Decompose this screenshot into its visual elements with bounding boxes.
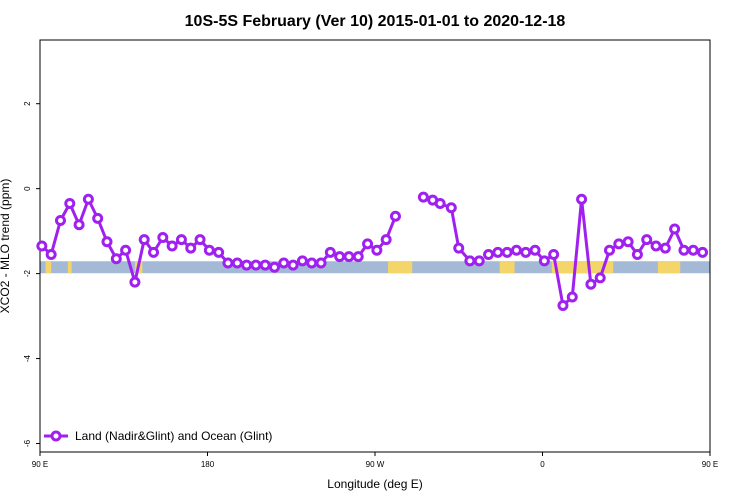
y-tick-label: -4: [23, 354, 32, 362]
data-point: [185, 242, 197, 254]
data-point: [352, 251, 364, 263]
x-axis: 90 E 180 90 W 0 90 E: [32, 452, 718, 469]
data-point: [194, 234, 206, 246]
land-band: [551, 261, 614, 274]
x-tick-label: 180: [201, 460, 215, 469]
data-point: [389, 210, 401, 222]
data-point: [73, 219, 85, 231]
data-point: [92, 212, 104, 224]
data-point: [483, 248, 495, 260]
y-tick-label: -6: [23, 439, 32, 447]
data-point: [138, 234, 150, 246]
data-point: [343, 251, 355, 263]
data-point: [576, 193, 588, 205]
data-point: [548, 248, 560, 260]
data-point: [371, 244, 383, 256]
data-point: [641, 234, 653, 246]
data-point: [203, 244, 215, 256]
data-point: [120, 244, 132, 256]
data-point: [250, 259, 262, 271]
data-point: [473, 255, 485, 267]
data-point: [566, 291, 578, 303]
data-point: [380, 234, 392, 246]
data-point: [287, 259, 299, 271]
x-tick-label: 90 E: [702, 460, 718, 469]
data-point: [110, 253, 122, 265]
data-point: [417, 191, 429, 203]
data-point: [492, 246, 504, 258]
data-point: [269, 261, 280, 273]
data-point: [538, 255, 550, 267]
data-point: [585, 278, 597, 290]
x-tick-label: 90 E: [32, 460, 48, 469]
legend-marker-swatch: [50, 430, 62, 442]
data-point: [334, 251, 346, 263]
data-point: [306, 257, 318, 269]
data-point: [453, 242, 465, 254]
data-point: [213, 246, 225, 258]
land-band: [45, 261, 52, 274]
data-point: [296, 255, 308, 267]
data-point: [362, 238, 374, 250]
data-point: [82, 193, 94, 205]
data-point: [166, 240, 178, 252]
data-point: [669, 223, 681, 235]
data-point: [324, 246, 336, 258]
data-point: [520, 246, 532, 258]
data-point: [613, 238, 625, 250]
land-band: [67, 261, 72, 274]
data-point: [445, 202, 457, 214]
data-point: [259, 259, 271, 271]
data-point: [231, 257, 243, 269]
data-point: [678, 244, 690, 256]
data-point: [510, 244, 522, 256]
data-point: [434, 198, 446, 210]
data-point: [659, 242, 671, 254]
data-point: [650, 240, 662, 252]
data-point: [687, 244, 699, 256]
land-band: [499, 261, 515, 274]
legend: Land (Nadir&Glint) and Ocean (Glint): [44, 429, 272, 443]
data-point: [222, 257, 234, 269]
legend-label: Land (Nadir&Glint) and Ocean (Glint): [75, 429, 272, 443]
data-point: [631, 248, 643, 260]
data-point: [241, 259, 253, 271]
y-tick-label: 0: [23, 186, 32, 191]
data-point: [464, 255, 476, 267]
data-point: [157, 232, 169, 244]
data-point: [529, 244, 541, 256]
data-point: [36, 240, 48, 252]
x-axis-label: Longitude (deg E): [327, 477, 422, 491]
y-axis: 2 0 -2 -4 -6: [23, 101, 40, 447]
data-point: [129, 276, 141, 288]
data-point: [278, 257, 290, 269]
data-point: [604, 244, 615, 256]
x-tick-label: 0: [540, 460, 545, 469]
data-point: [557, 299, 569, 311]
land-band: [388, 261, 413, 274]
y-tick-label: -2: [23, 270, 32, 278]
data-point: [175, 234, 187, 246]
data-point: [622, 236, 634, 248]
chart-title: 10S-5S February (Ver 10) 2015-01-01 to 2…: [185, 13, 566, 30]
data-point: [54, 215, 66, 227]
data-point: [315, 257, 327, 269]
land-band: [657, 261, 681, 274]
data-point: [148, 246, 160, 258]
y-axis-label: XCO2 - MLO trend (ppm): [0, 179, 12, 314]
x-tick-label: 90 W: [366, 460, 385, 469]
data-point: [101, 236, 113, 248]
data-point: [501, 246, 513, 258]
data-point: [45, 248, 57, 260]
y-tick-label: 2: [23, 101, 32, 106]
data-series: [36, 191, 709, 311]
data-point: [64, 198, 76, 210]
data-point: [697, 246, 709, 258]
data-point: [594, 272, 606, 284]
